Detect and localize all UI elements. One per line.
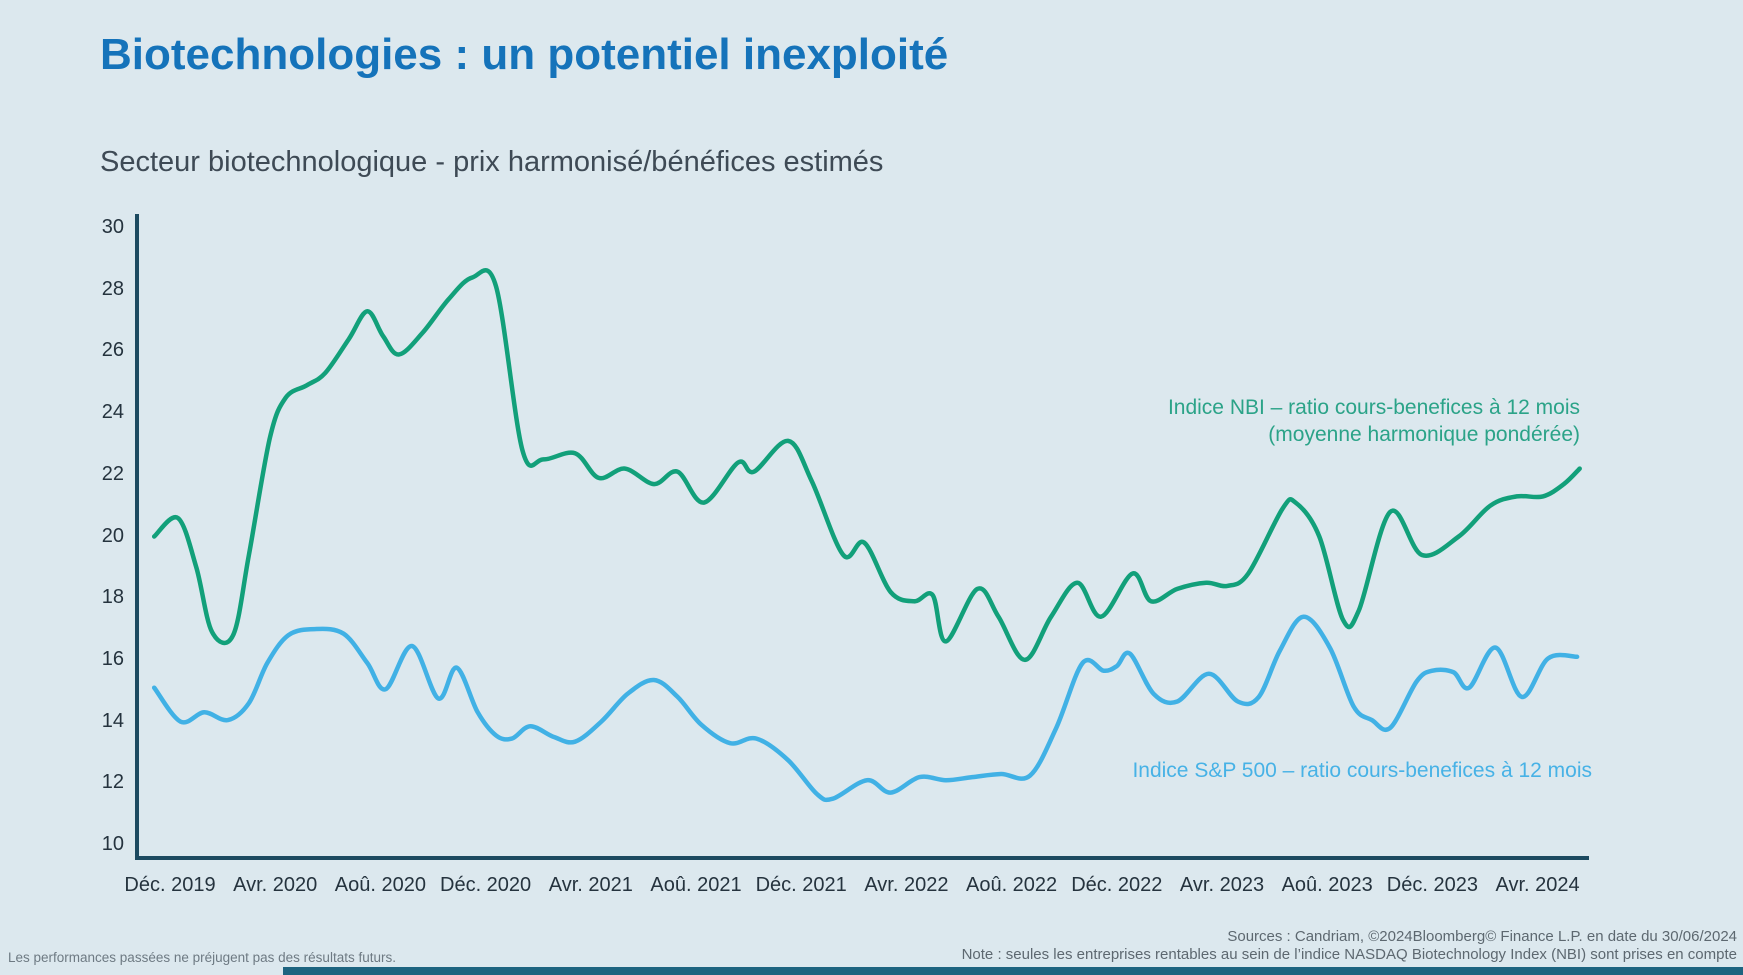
note-line: Note : seules les entreprises rentables … [961,946,1737,963]
y-tick-label: 22 [101,462,124,485]
axes [135,214,1589,860]
sources-note: Sources : Candriam, ©2024Bloomberg© Fina… [962,928,1737,964]
page-title: Biotechnologies : un potentiel inexploit… [100,30,949,79]
legend-nbi: Indice NBI – ratio cours-benefices à 12 … [1168,394,1580,448]
legend-nbi-line2: (moyenne harmonique pondérée) [1268,423,1580,446]
x-tick-label: Avr. 2022 [864,874,949,896]
legend-sp500: Indice S&P 500 – ratio cours-benefices à… [1132,757,1592,784]
x-tick-label: Aoû. 2022 [965,874,1058,896]
x-tick-label: Avr. 2023 [1179,874,1265,896]
y-tick-label: 18 [101,586,124,609]
legend-sp500-line1: Indice S&P 500 – ratio cours-benefices à… [1132,759,1592,782]
y-tick-label: 20 [101,524,124,547]
x-tick-label: Avr. 2021 [548,874,633,896]
y-tick-label: 14 [101,709,124,732]
legend-nbi-line1: Indice NBI – ratio cours-benefices à 12 … [1167,396,1580,419]
nbi-line [151,268,1582,663]
y-tick-label: 28 [101,277,124,300]
x-tick-label: Avr. 2020 [233,874,318,896]
x-tick-label: Déc. 2022 [1071,874,1163,896]
bottom-accent-bar [283,967,1743,975]
sources-line: Sources : Candriam, ©2024Bloomberg© Fina… [1227,928,1737,945]
x-tick-label: Déc. 2020 [440,874,532,896]
x-tick-label: Déc. 2023 [1386,874,1478,896]
chart-title: Secteur biotechnologique - prix harmonis… [100,146,884,178]
sp500-line [151,614,1580,803]
y-tick-label: 10 [101,833,124,855]
y-tick-label: 26 [101,339,124,362]
x-tick-label: Aoû. 2021 [650,874,742,896]
y-tick-label: 24 [101,401,124,424]
disclaimer-footnote: Les performances passées ne préjugent pa… [8,950,396,965]
y-tick-label: 30 [101,216,124,238]
x-tick-label: Aoû. 2020 [334,874,426,896]
y-tick-label: 16 [101,647,124,670]
x-tick-label: Aoû. 2023 [1281,874,1373,896]
y-tick-label: 12 [101,771,124,794]
x-tick-label: Avr. 2024 [1495,874,1580,896]
x-tick-label: Déc. 2021 [755,874,847,896]
x-tick-label: Déc. 2019 [124,874,216,896]
